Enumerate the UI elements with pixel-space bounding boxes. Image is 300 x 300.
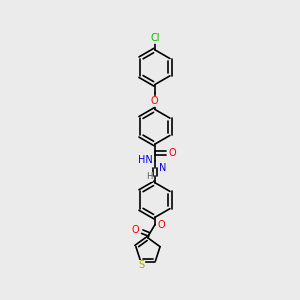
Text: O: O [168, 148, 176, 158]
Text: Cl: Cl [150, 33, 160, 43]
Text: O: O [157, 220, 165, 230]
Text: O: O [151, 96, 158, 106]
Text: N: N [159, 163, 166, 173]
Text: HN: HN [138, 155, 153, 165]
Text: H: H [146, 172, 152, 182]
Text: S: S [139, 260, 145, 271]
Text: O: O [132, 225, 140, 235]
